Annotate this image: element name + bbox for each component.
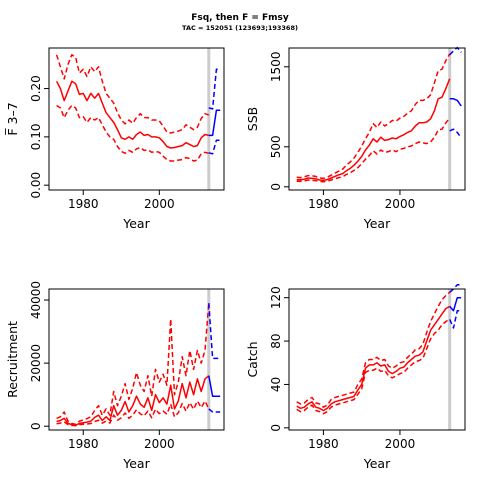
figure-subtitle: TAC = 152051 (123693;193368): [182, 24, 298, 32]
y-tick-label: 120: [269, 286, 283, 309]
y-axis-label: F̅ 3–7: [5, 102, 20, 135]
y-tick-label: 0.10: [29, 124, 43, 151]
panel-bottom-right: 1980 2000 0 40 80 120 Year Catch: [245, 283, 466, 471]
y-tick-label: 0: [269, 424, 283, 432]
projection-estimate-line: [449, 296, 462, 312]
y-tick-label: 0: [29, 422, 43, 430]
x-tick-label: 1980: [308, 197, 339, 211]
y-tick-label: 40: [269, 377, 283, 392]
projection-upper-line: [449, 283, 462, 293]
x-axis-label: Year: [122, 456, 150, 471]
panel-top-right: 1980 2000 0 500 1500 Year SSB: [245, 46, 466, 231]
plot-frame: [48, 288, 225, 431]
x-tick-label: 2000: [144, 197, 175, 211]
projection-lower-line: [208, 139, 221, 155]
figure-title: Fsq, then F = Fmsy: [191, 13, 289, 23]
y-axis-label: Catch: [245, 341, 260, 377]
y-tick-label: 80: [269, 333, 283, 348]
history-estimate-line: [296, 78, 451, 182]
projection-upper-line: [208, 303, 221, 360]
projection-upper-line: [449, 46, 462, 56]
projection-estimate-line: [208, 109, 221, 137]
y-tick-label: 1500: [269, 52, 283, 83]
projection-lower-line: [449, 128, 462, 139]
projection-estimate-line: [449, 98, 462, 107]
panel-top-left: 1980 2000 0.00 0.10 0.20 Year F̅ 3–7: [5, 47, 225, 231]
projection-lower-line: [449, 309, 462, 329]
history-estimate-line: [55, 80, 209, 149]
y-tick-label: 0.00: [29, 172, 43, 199]
y-tick-label: 500: [269, 135, 283, 158]
y-tick-label: 40000: [29, 281, 43, 319]
history-estimate-line: [56, 375, 210, 427]
history-lower-line: [296, 117, 451, 183]
history-upper-line: [296, 291, 451, 408]
x-axis-label: Year: [363, 456, 391, 471]
x-tick-label: 2000: [385, 437, 416, 451]
history-estimate-line: [296, 305, 451, 412]
y-tick-label: 0.20: [29, 75, 43, 102]
x-axis-label: Year: [363, 216, 391, 231]
history-lower-line: [296, 318, 451, 415]
y-tick-label: 0: [269, 183, 283, 191]
plot-frame: [288, 47, 466, 191]
x-tick-label: 1980: [68, 197, 99, 211]
x-tick-label: 1980: [308, 437, 339, 451]
plot-frame: [48, 47, 225, 191]
history-lower-line: [56, 104, 209, 162]
history-upper-line: [56, 303, 210, 426]
x-tick-label: 2000: [144, 437, 175, 451]
projection-lower-line: [208, 408, 221, 413]
projection-estimate-line: [208, 375, 221, 397]
x-axis-label: Year: [122, 216, 150, 231]
history-lower-line: [56, 400, 210, 427]
history-upper-line: [55, 54, 210, 134]
x-tick-label: 2000: [385, 197, 416, 211]
plot-frame: [288, 288, 466, 431]
projection-upper-line: [208, 68, 221, 110]
y-tick-label: 20000: [29, 344, 43, 382]
y-axis-label: Recruitment: [5, 321, 20, 398]
x-tick-label: 1980: [68, 437, 99, 451]
y-axis-label: SSB: [245, 107, 260, 131]
history-upper-line: [296, 53, 451, 180]
